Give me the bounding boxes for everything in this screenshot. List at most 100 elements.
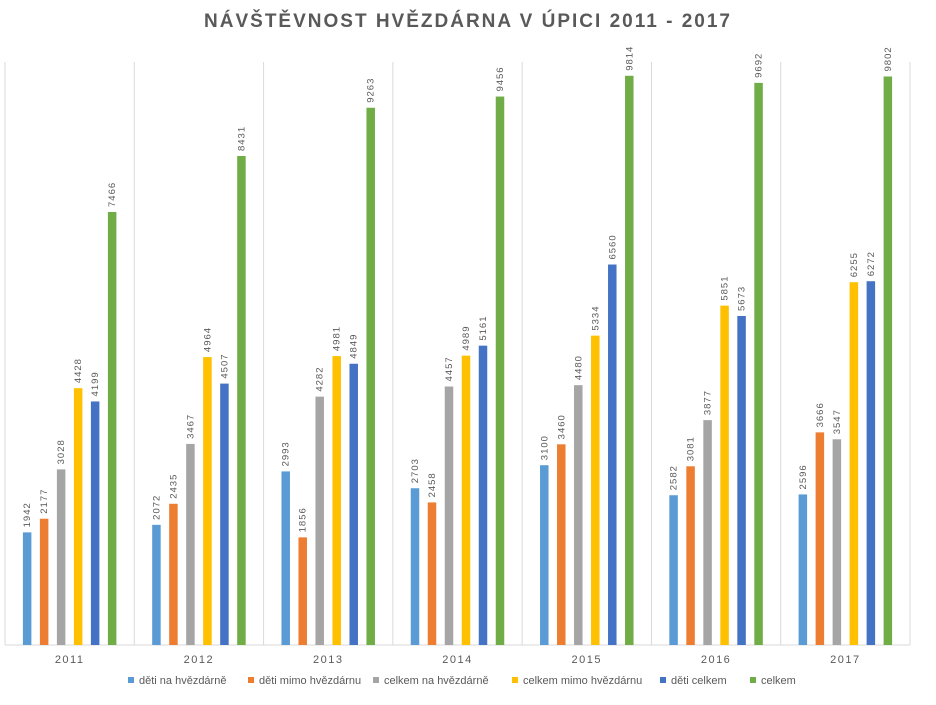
bar [737,315,746,645]
data-label: 2596 [798,464,809,489]
data-label: 3081 [686,436,697,461]
data-label: 2072 [151,495,162,520]
data-label: 9456 [495,66,506,91]
data-label: 9692 [754,53,765,78]
data-label: 4480 [573,355,584,380]
bar [798,494,808,645]
bar [220,383,229,645]
bar [315,396,324,645]
x-tick-label: 2017 [830,654,860,666]
bar [427,502,437,645]
bar [56,469,66,645]
legend-label: celkem na hvězdárně [384,675,489,687]
bar [815,432,825,645]
bar [686,466,695,645]
data-label: 2703 [410,458,421,483]
data-label: 4282 [315,367,326,392]
bar [832,439,842,645]
bar [591,335,600,645]
bar [849,282,859,645]
legend-label: děti na hvězdárně [139,675,226,687]
bar [186,443,195,645]
data-label: 2993 [281,441,292,466]
bar [203,357,212,645]
data-label: 3460 [556,414,567,439]
bar [349,363,358,645]
legend-label: celkem [761,675,796,687]
data-label: 9802 [883,46,894,71]
data-label: 2582 [669,465,680,490]
data-label: 3467 [185,414,196,439]
data-label: 2435 [168,474,179,499]
x-tick-label: 2013 [313,654,343,666]
bar [608,264,617,645]
bar [332,356,341,645]
legend-swatch [512,677,518,683]
data-label: 3877 [703,390,714,415]
data-label: 1942 [22,502,33,527]
legend-swatch [750,677,756,683]
data-label: 9814 [624,46,635,71]
bar [410,488,420,645]
data-label: 4964 [202,327,213,352]
bar [540,465,549,645]
x-tick-label: 2014 [442,654,472,666]
bar [703,420,712,645]
data-label: 2458 [427,472,438,497]
bar [883,76,893,645]
bar [366,107,375,646]
bar [169,503,178,645]
legend-swatch [660,677,666,683]
data-label: 6255 [849,252,860,277]
data-label: 3666 [815,402,826,427]
bar [39,518,49,645]
chart-title: NÁVŠTĚVNOST HVĚZDÁRNA V ÚPICI 2011 - 201… [204,11,732,32]
bar [574,385,583,645]
data-label: 4457 [444,356,455,381]
legend-label: celkem mimo hvězdárnu [523,675,642,687]
bar [625,75,634,645]
data-label: 5851 [720,276,731,301]
bar [298,537,307,645]
data-label: 6272 [866,251,877,276]
x-tick-label: 2012 [184,654,214,666]
data-label: 5334 [590,305,601,330]
bar [461,355,471,645]
bar [152,524,161,645]
bar [557,444,566,645]
data-label: 6560 [607,234,618,259]
legend-label: děti celkem [671,675,727,687]
bar [444,386,454,645]
bar [866,281,876,645]
bar [495,96,505,645]
data-label: 4989 [461,325,472,350]
bar [237,156,246,645]
data-label: 1856 [298,507,309,532]
data-label: 3028 [56,439,67,464]
data-label: 4507 [219,353,230,378]
data-label: 8431 [236,126,247,151]
data-label: 3547 [832,409,843,434]
data-label: 3100 [539,435,550,460]
bar [107,211,117,646]
legend-swatch [248,677,254,683]
data-label: 4981 [332,326,343,351]
x-tick-label: 2011 [55,654,85,666]
data-label: 9263 [366,78,377,103]
data-label: 4428 [73,358,84,383]
bar [754,82,763,645]
bar [478,345,488,645]
x-tick-label: 2015 [572,654,602,666]
bar [90,401,100,645]
x-tick-label: 2016 [701,654,731,666]
bar [669,495,678,645]
bar [720,305,729,645]
data-label: 2177 [39,489,50,514]
data-label: 5673 [737,286,748,311]
data-label: 4199 [90,371,101,396]
data-label: 4849 [349,334,360,359]
bar [281,471,290,645]
data-label: 5161 [478,316,489,341]
